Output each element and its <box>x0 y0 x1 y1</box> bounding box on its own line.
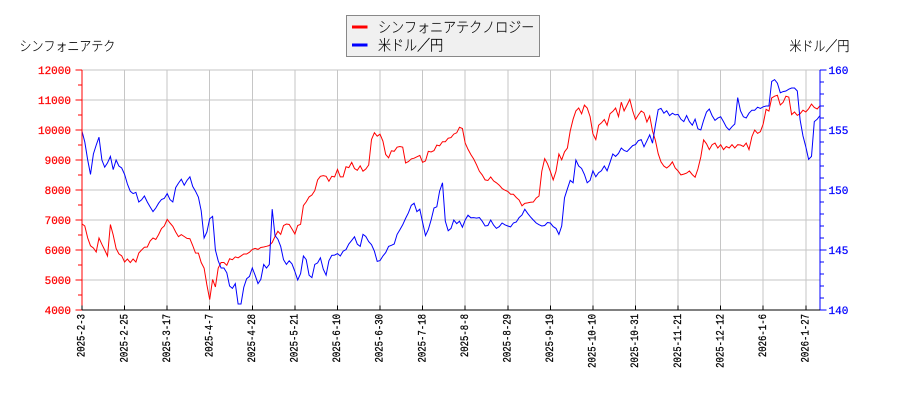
svg-text:150: 150 <box>829 186 849 198</box>
svg-text:2025-11-21: 2025-11-21 <box>673 314 685 368</box>
svg-text:160: 160 <box>829 66 849 78</box>
svg-text:2026-1-6: 2026-1-6 <box>758 314 770 357</box>
svg-text:145: 145 <box>829 246 849 258</box>
svg-text:10000: 10000 <box>38 126 71 138</box>
svg-text:2025-12-12: 2025-12-12 <box>716 314 728 368</box>
svg-text:2025-4-7: 2025-4-7 <box>205 314 217 357</box>
svg-text:11000: 11000 <box>38 96 71 108</box>
svg-text:2025-3-17: 2025-3-17 <box>162 314 174 363</box>
svg-text:6000: 6000 <box>45 246 71 258</box>
svg-text:2025-6-10: 2025-6-10 <box>332 314 344 363</box>
svg-text:2025-9-19: 2025-9-19 <box>545 314 557 363</box>
svg-text:2025-7-18: 2025-7-18 <box>418 314 430 363</box>
svg-text:7000: 7000 <box>45 216 71 228</box>
svg-text:4000: 4000 <box>45 306 71 318</box>
svg-text:2025-5-21: 2025-5-21 <box>290 314 302 363</box>
svg-text:155: 155 <box>829 126 849 138</box>
svg-text:140: 140 <box>829 306 849 318</box>
svg-text:2025-8-8: 2025-8-8 <box>460 314 472 357</box>
svg-text:2025-8-29: 2025-8-29 <box>503 314 515 363</box>
svg-text:2026-1-27: 2026-1-27 <box>801 314 813 363</box>
svg-text:2025-6-30: 2025-6-30 <box>375 314 387 363</box>
svg-text:2025-4-28: 2025-4-28 <box>247 314 259 363</box>
svg-text:5000: 5000 <box>45 276 71 288</box>
svg-text:12000: 12000 <box>38 66 71 78</box>
svg-text:2025-10-10: 2025-10-10 <box>588 314 600 368</box>
svg-text:8000: 8000 <box>45 186 71 198</box>
svg-text:2025-2-25: 2025-2-25 <box>120 314 132 363</box>
svg-text:9000: 9000 <box>45 156 71 168</box>
svg-text:2025-10-31: 2025-10-31 <box>630 314 642 368</box>
svg-text:2025-2-3: 2025-2-3 <box>77 314 89 357</box>
